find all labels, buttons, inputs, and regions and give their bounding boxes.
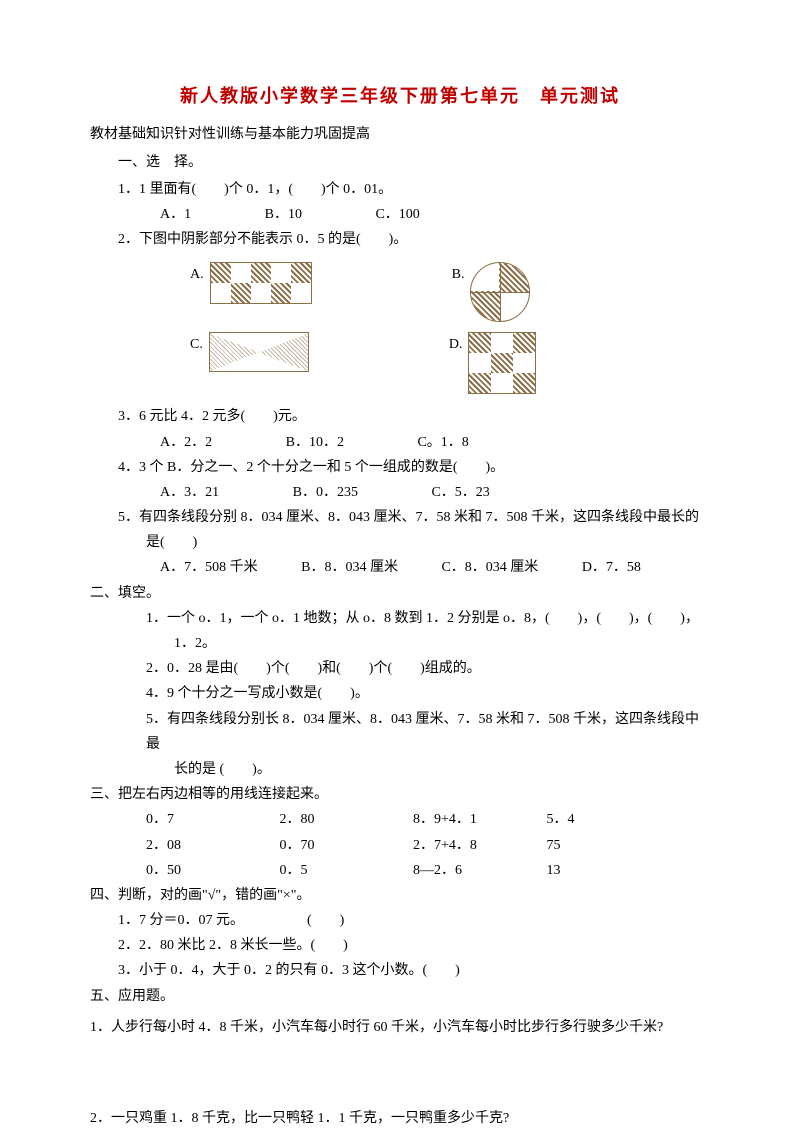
q5-opt-c: C．8．034 厘米	[441, 555, 538, 580]
m-1-1: 0．70	[280, 833, 410, 858]
q5-opt-d: D．7．58	[582, 555, 641, 580]
match-row-1: 0．7 2．80 8．9+4．1 5．4	[90, 807, 710, 832]
m-2-3: 13	[547, 858, 677, 883]
fig-a-label: A.	[190, 262, 204, 287]
section-1-heading: 一、选 择。	[90, 150, 710, 175]
s2-q5b: 长的是 ( )。	[90, 757, 710, 782]
section-5-heading: 五、应用题。	[90, 984, 710, 1009]
figure-b: B.	[452, 262, 531, 322]
page-title: 新人教版小学数学三年级下册第七单元 单元测试	[90, 80, 710, 112]
subtitle: 教材基础知识针对性训练与基本能力巩固提高	[90, 122, 710, 147]
m-0-2: 8．9+4．1	[413, 807, 543, 832]
m-0-3: 5．4	[547, 807, 677, 832]
s2-q5a: 5．有四条线段分别长 8．034 厘米、8．043 厘米、7．58 米和 7．5…	[90, 707, 710, 757]
q5-text-b: 是( )	[90, 530, 710, 555]
q1-opt-b: B．10	[265, 202, 302, 227]
fig-c-label: C.	[190, 332, 203, 357]
figure-c: C.	[190, 332, 309, 394]
s4-q1: 1．7 分＝0．07 元。 ( )	[90, 908, 710, 933]
circle-quartered	[470, 262, 530, 322]
fig-b-label: B.	[452, 262, 465, 287]
match-row-3: 0．50 0．5 8—2．6 13	[90, 858, 710, 883]
q3-options: A．2．2 B．10．2 C。1．8	[90, 430, 710, 455]
checker-2x5	[210, 262, 312, 304]
s2-q2: 2．0．28 是由( )个( )和( )个( )组成的。	[90, 656, 710, 681]
q2-figures: A. B. C. D.	[90, 252, 710, 404]
checker-3x3	[468, 332, 536, 394]
m-1-3: 75	[547, 833, 677, 858]
fig-d-label: D.	[449, 332, 463, 357]
q1-options: A．1 B．10 C．100	[90, 202, 710, 227]
q4-opt-b: B．0．235	[293, 480, 358, 505]
s4-q3: 3．小于 0．4，大于 0．2 的只有 0．3 这个小数。( )	[90, 958, 710, 983]
q2-text: 2．下图中阴影部分不能表示 0．5 的是( )。	[90, 227, 710, 252]
q4-text: 4．3 个 B．分之一、2 个十分之一和 5 个一组成的数是( )。	[90, 455, 710, 480]
bowtie-rect	[209, 332, 309, 372]
m-1-0: 2．08	[146, 833, 276, 858]
q1-text: 1．1 里面有( )个 0．1，( )个 0．01。	[90, 177, 710, 202]
s5-q2: 2．一只鸡重 1．8 千克，比一只鸭轻 1．1 千克，一只鸭重多少千克?	[90, 1106, 710, 1131]
figure-d: D.	[449, 332, 537, 394]
q1-opt-a: A．1	[160, 202, 191, 227]
s2-q1b: 1．2。	[90, 631, 710, 656]
section-3-heading: 三、把左右丙边相等的用线连接起来。	[90, 782, 710, 807]
m-2-1: 0．5	[280, 858, 410, 883]
q5-opt-b: B．8．034 厘米	[301, 555, 398, 580]
q5-options: A．7．508 千米 B．8．034 厘米 C．8．034 厘米 D．7．58	[90, 555, 710, 580]
q5-opt-a: A．7．508 千米	[160, 555, 258, 580]
m-0-0: 0．7	[146, 807, 276, 832]
s5-q1: 1．人步行每小时 4．8 千米，小汽车每小时行 60 千米，小汽车每小时比步行多…	[90, 1015, 710, 1040]
m-2-2: 8—2．6	[413, 858, 543, 883]
q3-opt-c: C。1．8	[417, 430, 468, 455]
m-1-2: 2．7+4．8	[413, 833, 543, 858]
match-row-2: 2．08 0．70 2．7+4．8 75	[90, 833, 710, 858]
q4-opt-a: A．3．21	[160, 480, 219, 505]
q5-text-a: 5．有四条线段分别 8．034 厘米、8．043 厘米、7．58 米和 7．50…	[90, 505, 710, 530]
m-0-1: 2．80	[280, 807, 410, 832]
q4-opt-c: C．5．23	[431, 480, 489, 505]
q4-options: A．3．21 B．0．235 C．5．23	[90, 480, 710, 505]
q3-text: 3．6 元比 4．2 元多( )元。	[90, 404, 710, 429]
s2-q1a: 1．一个 o．1，一个 o．1 地数；从 o．8 数到 1．2 分别是 o．8，…	[90, 606, 710, 631]
q1-opt-c: C．100	[375, 202, 419, 227]
q3-opt-a: A．2．2	[160, 430, 212, 455]
m-2-0: 0．50	[146, 858, 276, 883]
section-2-heading: 二、填空。	[90, 581, 710, 606]
s2-q4: 4．9 个十分之一写成小数是( )。	[90, 681, 710, 706]
s4-q2: 2．2．80 米比 2．8 米长一些。( )	[90, 933, 710, 958]
figure-a: A.	[190, 262, 312, 322]
q3-opt-b: B．10．2	[286, 430, 344, 455]
section-4-heading: 四、判断，对的画"√"，错的画"×"。	[90, 883, 710, 908]
